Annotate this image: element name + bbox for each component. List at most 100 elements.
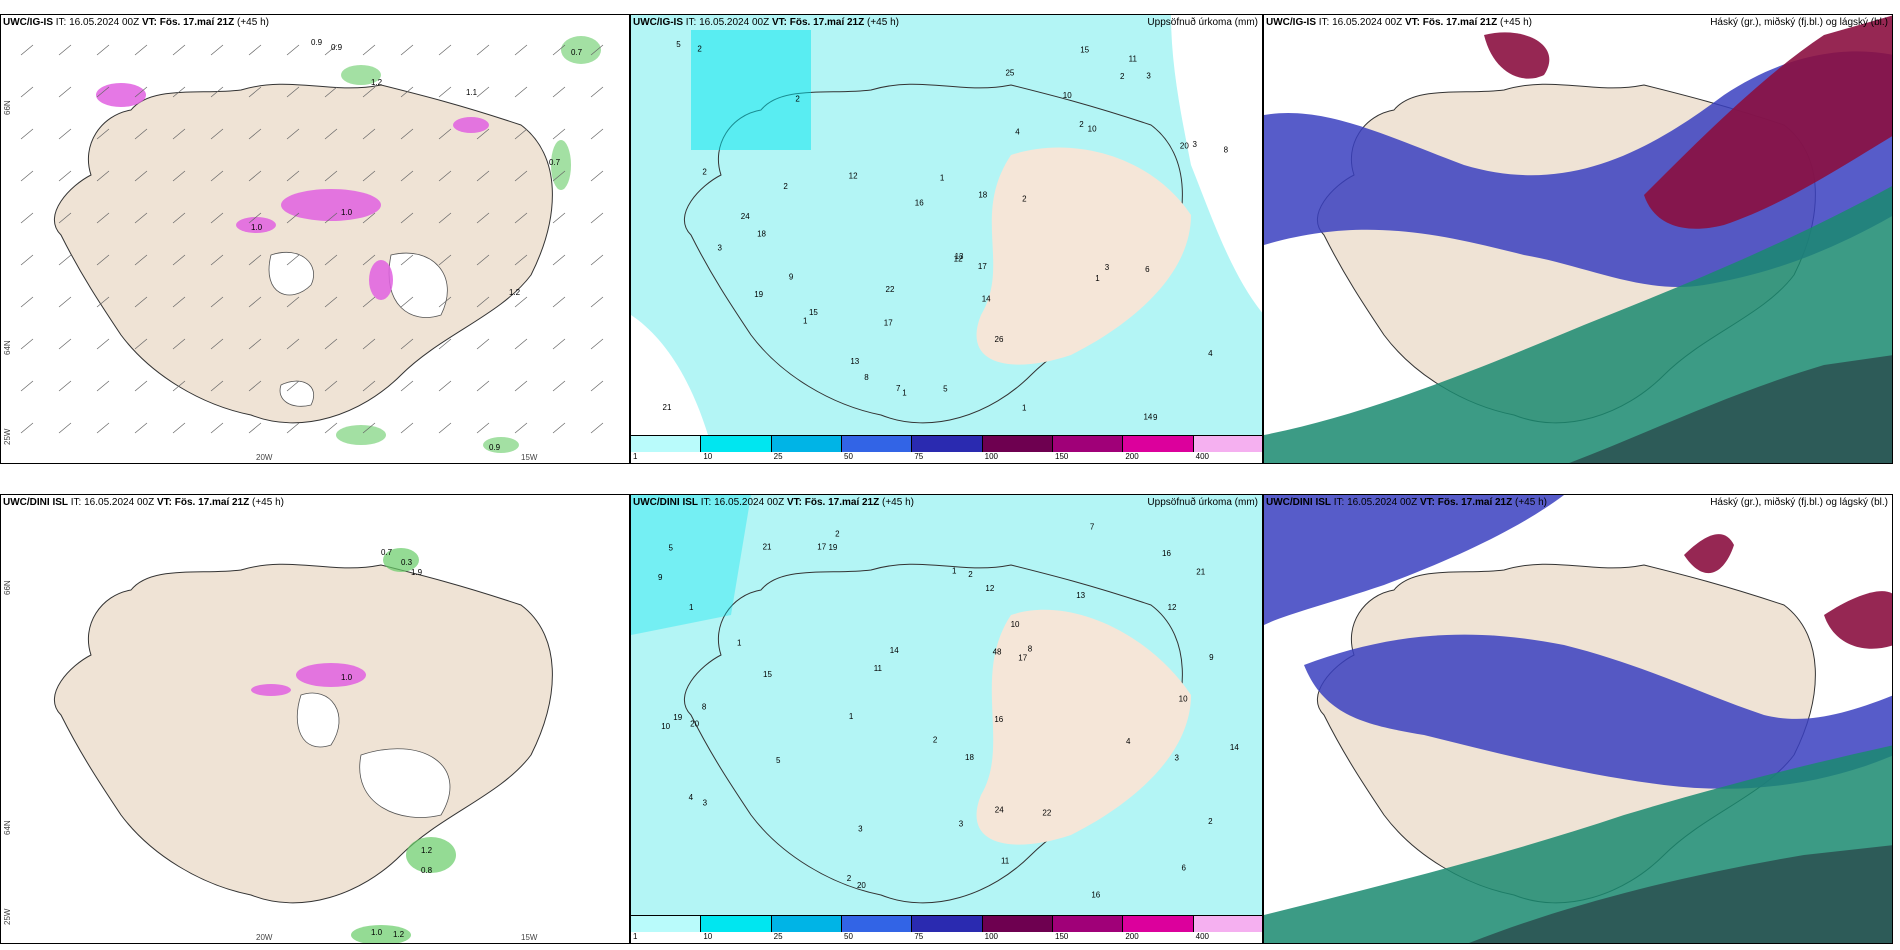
wind-barb [210,254,224,266]
wind-label: 1.2 [371,78,383,87]
precip-title: Uppsöfnuð úrkoma (mm) [1147,497,1258,508]
precip-value: 2 [702,168,707,177]
wind-barb [438,170,452,182]
precip-value: 3 [717,244,722,253]
precip-value: 2 [783,182,788,191]
wind-barb [476,170,490,182]
wind-barb [172,422,186,434]
precip-value: 11 [1129,55,1138,64]
header-row2-precip: UWC/DINI ISL IT: 16.05.2024 00Z VT: Fös.… [633,497,914,508]
precip-value: 26 [995,335,1004,344]
precip-value: 20 [857,881,866,890]
precip-value: 18 [978,191,987,200]
wind-barb [210,338,224,350]
lat-label: 25W [3,908,12,925]
precip-value: 6 [1145,265,1150,274]
wind-barb [96,170,110,182]
precip-value: 4 [1015,128,1020,137]
colorbar-segment [912,436,983,452]
precip-value: 3 [1105,263,1110,272]
precip-value: 3 [1175,754,1180,763]
precip-value: 5 [943,385,948,394]
precip-value: 4 [1126,737,1131,746]
wind-barb [362,422,376,434]
wind-barb [514,212,528,224]
wind-barb [248,296,262,308]
precip-value: 2 [1079,120,1084,129]
wind-barb [552,212,566,224]
wind-barb [172,380,186,392]
wind-barb [286,86,300,98]
wind-barb [590,338,604,350]
colorbar-label: 100 [984,932,999,941]
cloud-map-row1 [1264,15,1892,463]
wind-label: 1.0 [341,673,353,682]
wind-barb [552,296,566,308]
wind-barb [248,338,262,350]
wind-barb [172,254,186,266]
precip-value: 4 [1208,349,1213,358]
wind-barb [210,422,224,434]
wind-barb [324,44,338,56]
lat-label: 64N [3,820,12,835]
wind-barb [324,128,338,140]
wind-barb [514,44,528,56]
precip-value: 2 [795,94,800,103]
wind-barb [324,380,338,392]
precip-value: 1 [902,389,907,398]
wind-barb [134,254,148,266]
wind-barb [172,296,186,308]
wind-barb [58,170,72,182]
wind-barb [362,212,376,224]
precip-colorbar [631,915,1262,932]
wind-barb [134,296,148,308]
lon-label: 20W [256,933,273,942]
precip-value: 25 [1005,68,1014,77]
wind-barb [248,422,262,434]
colorbar-segment [982,916,1053,932]
wind-barb [210,296,224,308]
wind-barb [96,44,110,56]
wind-barb [362,380,376,392]
precip-value: 1 [849,712,854,721]
precip-value: 14 [1230,743,1239,752]
precip-value: 6 [1181,864,1186,873]
wind-barb [476,380,490,392]
wind-barb [438,254,452,266]
precip-value: 16 [1162,549,1171,558]
wind-barb [438,212,452,224]
wind-barb [96,296,110,308]
precip-value: 3 [858,824,863,833]
wind-barb [476,86,490,98]
panel-precip-row1: 18 15 18 16 15 11 10 5 13 12 21 26 25 17 14 12 7 9 8 10 9 6 5 4… [630,14,1263,464]
precip-value: 3 [1192,140,1197,149]
precip-value: 21 [663,403,672,412]
colorbar-segment [841,916,913,932]
wind-map-row1: 0.9 0.9 1.2 1.0 1.1 0.7 0.7 1.0 1.2 0.9 [1,15,629,463]
wind-barb [514,296,528,308]
wind-barb [58,212,72,224]
precip-value: 16 [994,715,1003,724]
wind-barb [172,86,186,98]
colorbar-label: 25 [773,932,783,941]
wind-map-row2: 0.7 0.3 1.9 1.0 1.2 0.8 1.0 1.2 [1,495,629,943]
colorbar-label: 10 [703,932,713,941]
precip-value: 19 [754,290,763,299]
wind-barb [134,128,148,140]
wind-barb [96,212,110,224]
precip-value: 21 [1196,567,1205,576]
precip-value: 3 [959,820,964,829]
precip-value: 9 [789,272,794,281]
colorbar-label: 200 [1125,452,1139,461]
precip-value: 5 [669,544,674,553]
wind-barb [590,86,604,98]
wind-barb [362,170,376,182]
precip-value: 14 [982,294,991,303]
wind-barb [58,380,72,392]
precip-value: 16 [1091,890,1100,899]
colorbar-label: 150 [1055,452,1069,461]
wind-barb [552,254,566,266]
wind-barb [134,86,148,98]
wind-barb [210,170,224,182]
precip-value: 11 [1001,856,1010,865]
